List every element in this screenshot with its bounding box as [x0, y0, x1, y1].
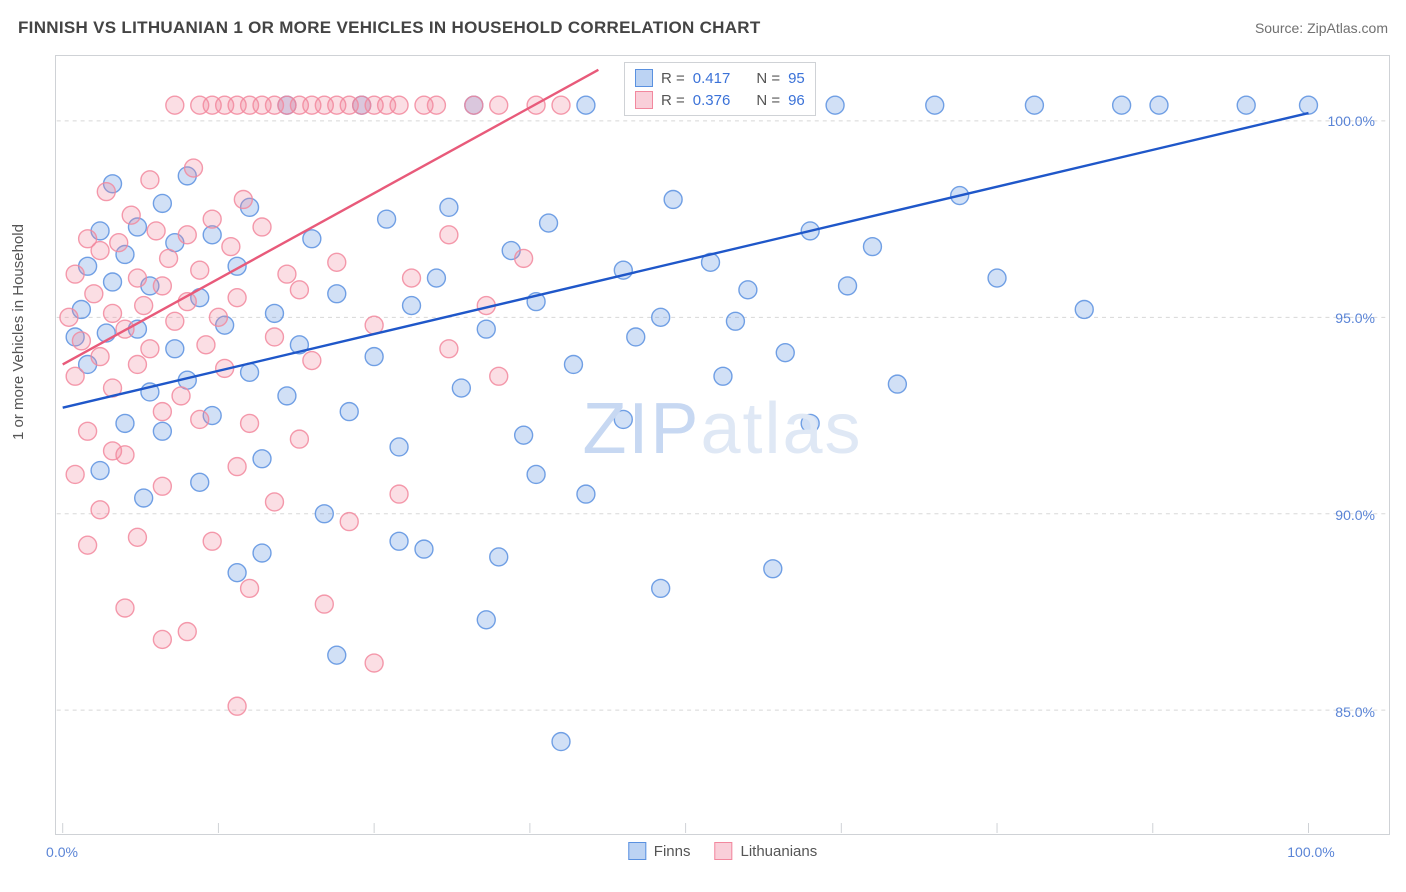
finns-swatch	[635, 69, 653, 87]
R-label: R =	[661, 92, 685, 109]
y-axis-label: 1 or more Vehicles in Household	[10, 224, 27, 440]
lithuanians-swatch	[635, 91, 653, 109]
finns-R-value: 0.417	[693, 70, 731, 87]
lithuanians-N-value: 96	[788, 92, 805, 109]
plot-area: ZIPatlas 100.0%95.0%90.0%85.0% 0.0%100.0…	[55, 55, 1390, 835]
correlation-legend: R = 0.417 N = 95 R = 0.376 N = 96	[624, 62, 816, 116]
legend-row-lithuanians: R = 0.376 N = 96	[635, 91, 805, 109]
y-tick-label: 90.0%	[1335, 507, 1375, 523]
N-label: N =	[756, 92, 780, 109]
x-tick-label: 0.0%	[46, 844, 78, 860]
finns-N-value: 95	[788, 70, 805, 87]
chart-svg	[56, 56, 1389, 834]
R-label: R =	[661, 70, 685, 87]
N-label: N =	[756, 70, 780, 87]
legend-label: Lithuanians	[740, 843, 817, 860]
x-tick-label: 100.0%	[1287, 844, 1334, 860]
y-tick-label: 95.0%	[1335, 310, 1375, 326]
y-tick-label: 85.0%	[1335, 704, 1375, 720]
legend-row-finns: R = 0.417 N = 95	[635, 69, 805, 87]
lithuanians-R-value: 0.376	[693, 92, 731, 109]
legend-label: Finns	[654, 843, 691, 860]
chart-title: FINNISH VS LITHUANIAN 1 OR MORE VEHICLES…	[18, 18, 761, 38]
source-text: Source: ZipAtlas.com	[1255, 20, 1388, 36]
series-legend: Finns Lithuanians	[628, 842, 817, 860]
lithuanians-swatch	[714, 842, 732, 860]
legend-item-lithuanians: Lithuanians	[714, 842, 817, 860]
y-tick-label: 100.0%	[1328, 113, 1375, 129]
legend-item-finns: Finns	[628, 842, 691, 860]
finns-swatch	[628, 842, 646, 860]
